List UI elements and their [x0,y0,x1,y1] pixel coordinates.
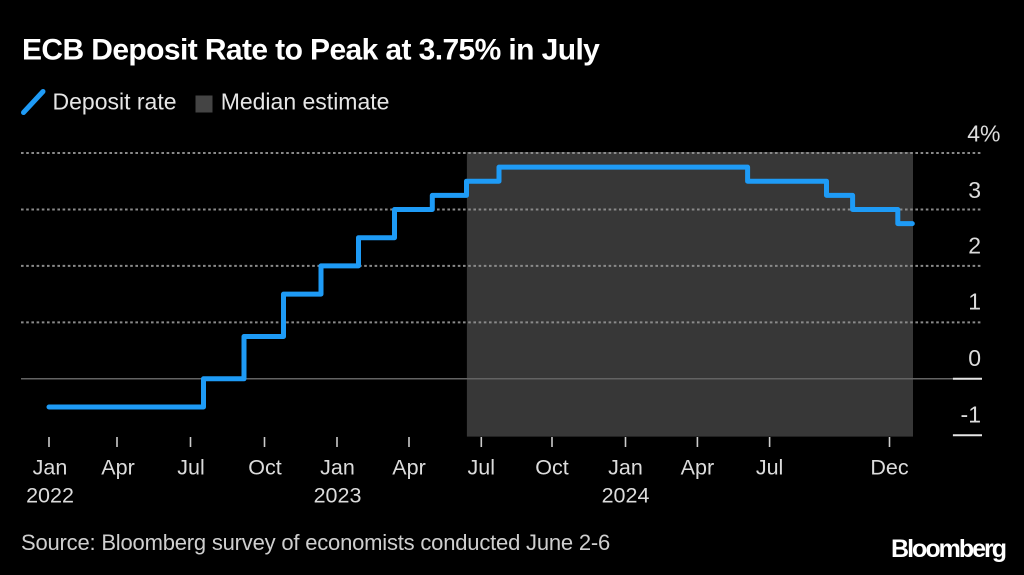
svg-text:1: 1 [968,289,981,315]
svg-text:Apr: Apr [101,456,134,480]
svg-text:Apr: Apr [392,456,425,480]
svg-text:Deposit rate: Deposit rate [53,89,177,115]
svg-text:Jul: Jul [177,456,204,480]
svg-text:Jan: Jan [608,456,643,480]
svg-text:Jul: Jul [468,456,495,480]
svg-text:Jan: Jan [320,456,355,480]
svg-text:Jan: Jan [33,456,68,480]
svg-text:Bloomberg: Bloomberg [891,535,1006,563]
svg-text:Source: Bloomberg survey of ec: Source: Bloomberg survey of economists c… [21,530,610,555]
svg-text:3: 3 [968,177,981,203]
svg-text:4%: 4% [967,121,1000,147]
svg-text:-1: -1 [961,402,981,428]
svg-text:2022: 2022 [26,484,74,508]
svg-text:2024: 2024 [602,484,650,508]
svg-text:0: 0 [968,345,981,371]
svg-text:Dec: Dec [870,456,908,480]
svg-text:2: 2 [968,233,981,259]
svg-text:Oct: Oct [535,456,568,480]
svg-text:2023: 2023 [314,484,362,508]
svg-text:Oct: Oct [248,456,281,480]
svg-text:Median estimate: Median estimate [221,89,390,115]
svg-text:Jul: Jul [756,456,783,480]
svg-text:Apr: Apr [681,456,714,480]
svg-text:ECB Deposit Rate to Peak at 3.: ECB Deposit Rate to Peak at 3.75% in Jul… [22,34,600,67]
